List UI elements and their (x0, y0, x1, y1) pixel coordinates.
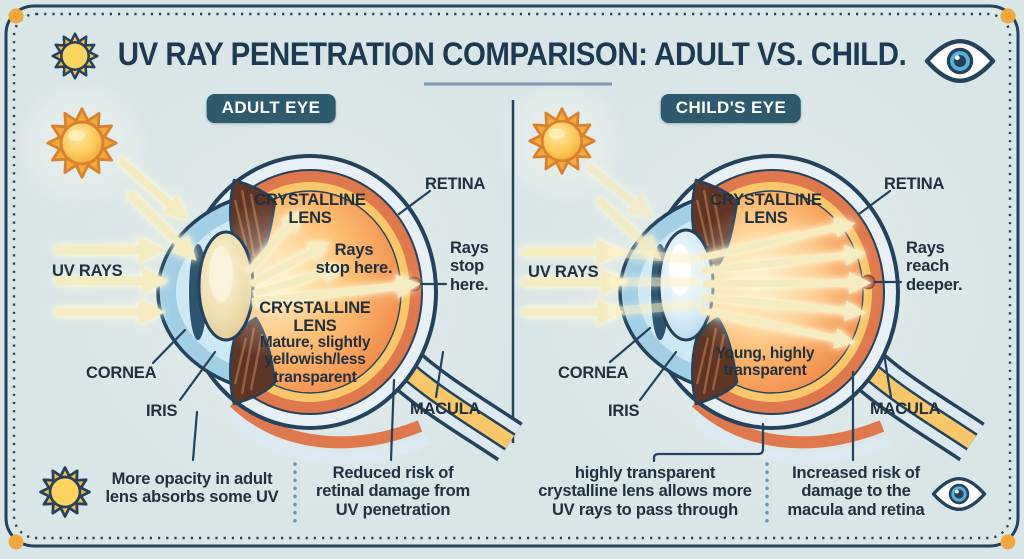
border-frame (4, 4, 1020, 550)
adult-crystalline-lens-top-label: CRYSTALLINE LENS (254, 191, 366, 228)
adult-footnote-right: Reduced risk of retinal damage from UV p… (316, 464, 470, 519)
adult-uv-arrows (55, 157, 421, 326)
corner-dot (1000, 534, 1016, 550)
adult-uv-rays-label: UV RAYS (52, 262, 123, 280)
adult-lens-description: Mature, slightly yellowish/less transpar… (259, 334, 371, 386)
child-crystalline-lens-top-label: CRYSTALLINE LENS (710, 191, 822, 228)
child-footnote-left: highly transparent crystalline lens allo… (538, 464, 752, 519)
child-uv-rays-label: UV RAYS (528, 263, 599, 281)
adult-footnote-left: More opacity in adult lens absorbs some … (105, 470, 279, 507)
child-iris-label: IRIS (608, 402, 640, 420)
sun-icon (530, 109, 595, 174)
child-retina-label: RETINA (884, 175, 945, 193)
child-eye-header: CHILD'S EYE (660, 94, 802, 123)
adult-macula-label: MACULA (410, 400, 481, 418)
child-cornea-label: CORNEA (558, 364, 629, 382)
adult-iris-label: IRIS (146, 402, 178, 420)
sun-icon (53, 34, 98, 79)
corner-dot (1000, 8, 1016, 24)
child-lens-description: Young, highly transparent (715, 345, 815, 380)
page-title: UV RAY PENETRATION COMPARISON: ADULT VS.… (117, 36, 907, 72)
adult-crystalline-lens-heading: CRYSTALLINE LENS (259, 299, 371, 336)
sun-icon (48, 109, 116, 177)
child-rays-reach-label: Rays reach deeper. (906, 239, 963, 294)
adult-eye-header: ADULT EYE (206, 94, 336, 123)
child-pointer-lines (608, 189, 903, 463)
eye-icon (924, 38, 996, 84)
child-footnote-right: Increased risk of damage to the macula a… (787, 464, 925, 519)
rays-stop-point (406, 276, 422, 292)
corner-dot (8, 534, 24, 550)
eye-icon (931, 476, 987, 512)
adult-retina-label: RETINA (425, 175, 486, 193)
child-macula-label: MACULA (870, 400, 941, 418)
child-uv-arrows (522, 162, 872, 349)
adult-rays-stop-outside-label: Rays stop here. (450, 239, 489, 294)
adult-rays-stop-inside-label: Rays stop here. (315, 241, 393, 278)
sun-icon (41, 468, 90, 517)
rays-reach-point (860, 274, 876, 290)
corner-dot (8, 8, 24, 24)
adult-pointer-lines (151, 189, 448, 462)
adult-cornea-label: CORNEA (86, 364, 157, 382)
